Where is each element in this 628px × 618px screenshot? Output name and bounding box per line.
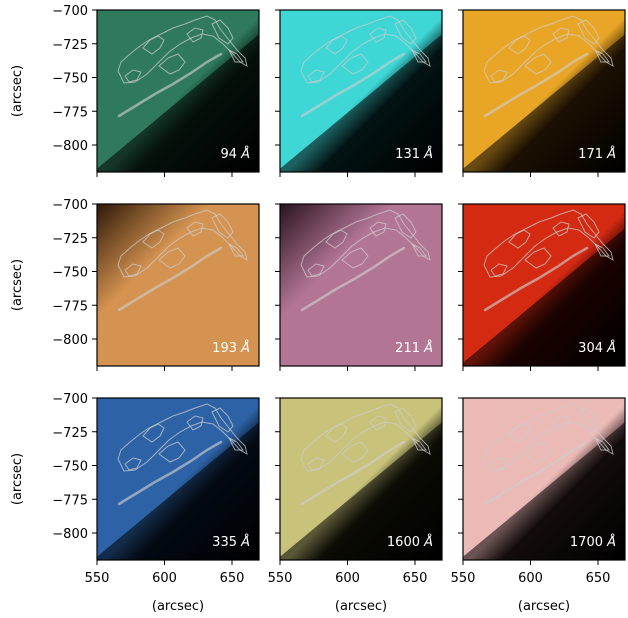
panel-frame [96, 9, 260, 173]
wavelength-unit: Å [423, 146, 433, 162]
contours [483, 209, 614, 312]
panel-frame [462, 397, 626, 561]
y-tick-label: −800 [52, 527, 88, 542]
wavelength-label: 171 [578, 147, 603, 162]
panel-211: 211 Å [275, 203, 443, 371]
panel-193: 193 Å −700 −725 −750 −775 −800 (arcsec) [10, 198, 260, 371]
y-tick-label: −750 [52, 460, 88, 475]
x-tick-label: 550 [451, 571, 476, 586]
panel-94: 94 Å −700 −725 −750 −775 −800 (arcsec) [10, 4, 260, 177]
panel-131: 131 Å [275, 9, 443, 177]
filament-trace [483, 246, 589, 312]
wavelength-unit: Å [606, 340, 616, 356]
filament-trace [300, 440, 406, 506]
wavelength-unit: Å [423, 534, 433, 550]
y-axis-label: (arcsec) [10, 453, 25, 505]
contours [483, 403, 614, 506]
x-tick-label: 650 [403, 571, 428, 586]
y-tick-label: −775 [52, 105, 88, 120]
wavelength-label: 211 [395, 341, 420, 356]
panel-frame [279, 9, 443, 173]
y-axis-label: (arcsec) [10, 259, 25, 311]
x-axis-label: (arcsec) [152, 599, 204, 614]
panel-frame [279, 203, 443, 367]
y-tick-label: −800 [52, 333, 88, 348]
wavelength-label: 131 [395, 147, 420, 162]
panel-frame [96, 203, 260, 367]
panel-grid: 94 Å−700−725−750−775−800(arcsec)131 Å 171 Å1… [10, 4, 626, 614]
panel-1700: 1700 Å 550 600 650 (arcsec) [451, 397, 626, 614]
filament-trace [300, 52, 406, 118]
x-tick-label: 550 [85, 571, 110, 586]
filament-trace [117, 246, 223, 312]
x-tick-label: 600 [518, 571, 543, 586]
x-tick-label: 600 [335, 571, 360, 586]
panel-1600: 1600 Å 550 600 650 (arcsec) [268, 397, 443, 614]
panel-frame [462, 9, 626, 173]
y-axis-label: (arcsec) [10, 65, 25, 117]
y-tick-label: −725 [52, 232, 88, 247]
x-tick-label: 550 [268, 571, 293, 586]
y-tick-label: −700 [52, 392, 88, 407]
wavelength-label: 193 [212, 341, 237, 356]
filament-trace [300, 246, 406, 312]
y-tick-label: −750 [52, 266, 88, 281]
contours [483, 15, 614, 118]
y-tick-label: −700 [52, 4, 88, 19]
filament-trace [117, 440, 223, 506]
y-tick-label: −700 [52, 198, 88, 213]
contours [300, 209, 431, 312]
y-tick-label: −775 [52, 299, 88, 314]
y-tick-label: −725 [52, 426, 88, 441]
filament-trace [483, 52, 589, 118]
panel-frame [462, 203, 626, 367]
wavelength-unit: Å [240, 534, 250, 550]
wavelength-label: 304 [578, 341, 603, 356]
contours [300, 403, 431, 506]
contours [117, 403, 248, 506]
wavelength-unit: Å [606, 146, 616, 162]
panel-frame [96, 397, 260, 561]
y-tick-label: −775 [52, 493, 88, 508]
wavelength-unit: Å [606, 534, 616, 550]
contours [117, 209, 248, 312]
wavelength-label: 335 [212, 535, 237, 550]
panel-304: 304 Å [458, 203, 626, 371]
x-axis-label: (arcsec) [335, 599, 387, 614]
x-tick-label: 600 [152, 571, 177, 586]
contours [117, 15, 248, 118]
wavelength-label: 94 [220, 147, 237, 162]
wavelength-unit: Å [423, 340, 433, 356]
wavelength-unit: Å [240, 340, 250, 356]
x-axis-label: (arcsec) [518, 599, 570, 614]
panel-335: 335 Å −700 −725 −750 −775 −800 (arcsec) 550 600 65… [10, 392, 260, 614]
panel-171: 171 Å [458, 9, 626, 177]
y-tick-label: −750 [52, 72, 88, 87]
y-tick-label: −725 [52, 38, 88, 53]
wavelength-label: 1700 [570, 535, 603, 550]
x-tick-label: 650 [220, 571, 245, 586]
wavelength-label: 1600 [387, 535, 420, 550]
panel-frame [279, 397, 443, 561]
filament-trace [483, 440, 589, 506]
filament-trace [117, 52, 223, 118]
wavelength-unit: Å [240, 146, 250, 162]
y-tick-label: −800 [52, 139, 88, 154]
contours [300, 15, 431, 118]
x-tick-label: 650 [586, 571, 611, 586]
